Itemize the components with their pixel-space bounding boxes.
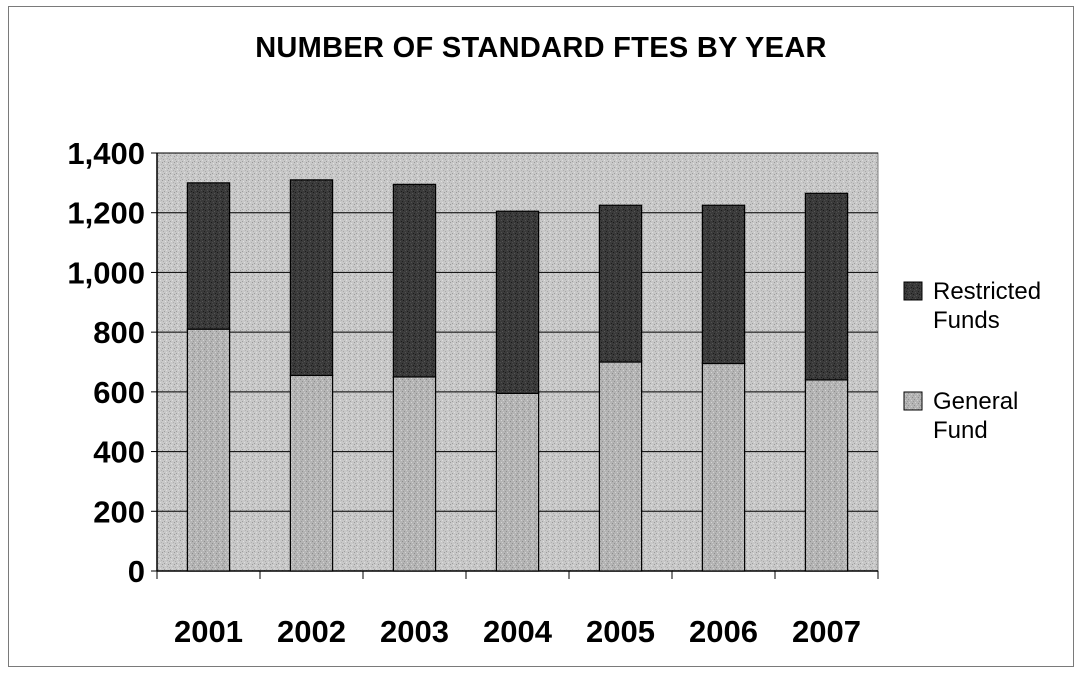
legend-label: General Fund [933,388,1018,444]
bar-general-fund-2006 [701,362,746,572]
y-tick-label: 600 [93,375,145,410]
bar-restricted-funds-2007 [804,192,849,381]
bar-restricted-funds-2001 [186,182,231,330]
bar-general-fund-2003 [392,376,437,572]
y-tick-label: 0 [128,554,145,589]
bar-restricted-funds-2006 [701,204,746,365]
y-tick-label: 1,200 [67,196,145,231]
x-tick-label: 2003 [380,614,449,649]
x-tick-label: 2004 [483,614,553,649]
bar-general-fund-2002 [289,374,334,572]
bar-restricted-funds-2005 [598,204,643,363]
bar-general-fund-2005 [598,361,643,572]
legend: Restricted Funds General Fund [903,278,1041,444]
legend-swatch-restricted-funds [903,281,923,301]
x-tick-label: 2005 [586,614,655,649]
x-tick-label: 2007 [792,614,861,649]
legend-swatch-general-fund [903,391,923,411]
y-tick-label: 1,000 [67,255,145,290]
y-tick-label: 800 [93,315,145,350]
bar-restricted-funds-2002 [289,179,334,377]
bar-restricted-funds-2003 [392,183,437,378]
y-tick-label: 200 [93,494,145,529]
x-tick-label: 2006 [689,614,758,649]
chart-frame [8,6,1074,667]
chart-title: NUMBER OF STANDARD FTES BY YEAR [255,32,827,64]
y-tick-label: 1,400 [67,136,145,171]
bar-general-fund-2007 [804,379,849,572]
bar-general-fund-2004 [495,392,540,572]
legend-label: Restricted Funds [933,278,1041,334]
x-tick-label: 2001 [174,614,243,649]
bar-general-fund-2001 [186,328,231,572]
y-tick-label: 400 [93,435,145,470]
bar-restricted-funds-2004 [495,210,540,394]
x-tick-label: 2002 [277,614,346,649]
